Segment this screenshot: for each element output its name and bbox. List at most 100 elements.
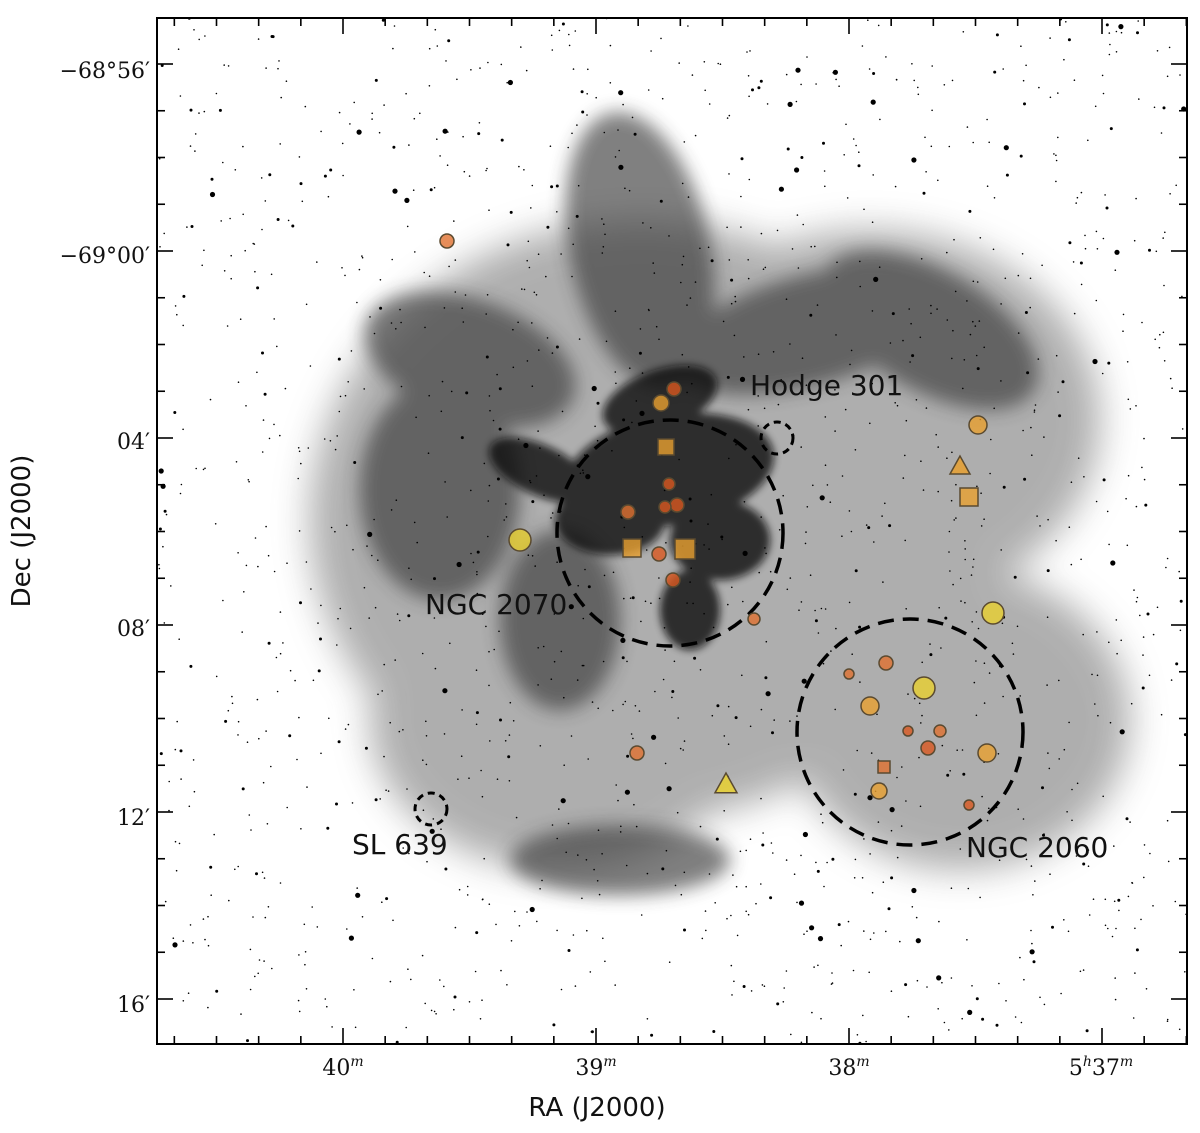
background-star (254, 975, 256, 978)
background-star (327, 195, 330, 198)
background-star (234, 169, 237, 171)
background-star (270, 765, 272, 768)
background-star (472, 561, 475, 564)
background-star (772, 351, 775, 353)
background-star (300, 462, 302, 465)
background-star (972, 566, 974, 568)
background-star (356, 887, 359, 889)
background-star (622, 418, 626, 422)
background-star (1023, 102, 1026, 106)
background-star (303, 923, 306, 926)
background-star (1087, 849, 1090, 851)
background-star (453, 995, 457, 999)
background-star (872, 174, 874, 176)
background-star (188, 805, 191, 808)
background-star (1085, 1029, 1089, 1033)
background-star (486, 167, 488, 170)
background-star (1055, 159, 1058, 162)
background-star (835, 627, 837, 630)
background-star (460, 436, 464, 440)
background-star (714, 902, 716, 904)
background-star (920, 460, 922, 463)
background-star (783, 987, 785, 989)
background-star (179, 749, 183, 753)
background-star (734, 716, 738, 720)
background-star (330, 526, 333, 529)
background-star (447, 131, 449, 133)
background-star (475, 711, 479, 715)
background-star (690, 567, 692, 569)
background-star (381, 901, 383, 903)
background-star (609, 44, 612, 47)
background-star (1108, 641, 1110, 644)
background-star (1122, 330, 1124, 333)
background-star (632, 737, 634, 740)
background-star (936, 308, 938, 310)
background-star (172, 937, 175, 939)
background-star (1053, 153, 1055, 155)
background-star (673, 660, 676, 663)
background-star (454, 291, 457, 293)
background-star (363, 388, 366, 390)
background-star (704, 89, 706, 92)
background-star (538, 349, 540, 351)
background-star (398, 730, 401, 733)
background-star (911, 906, 914, 908)
background-star (479, 1018, 482, 1020)
background-star (757, 425, 759, 427)
background-star (350, 350, 353, 352)
background-star (848, 510, 851, 512)
background-star (911, 887, 917, 894)
background-star (650, 1033, 654, 1037)
x-axis-title: RA (J2000) (528, 1093, 665, 1123)
background-star (442, 688, 448, 694)
background-star (935, 433, 937, 436)
background-star (493, 648, 496, 651)
background-star (530, 207, 532, 209)
background-star (938, 606, 940, 609)
background-star (353, 989, 355, 991)
background-star (806, 506, 809, 508)
background-star (392, 188, 398, 194)
background-star (896, 856, 899, 859)
background-star (1034, 404, 1037, 406)
background-star (975, 611, 978, 613)
background-star (979, 237, 982, 239)
background-star (689, 581, 691, 583)
background-star (339, 395, 342, 398)
background-star (920, 258, 923, 260)
background-star (419, 112, 421, 115)
background-star (1115, 927, 1117, 930)
background-star (873, 541, 875, 543)
background-star (175, 869, 178, 872)
background-star (596, 880, 599, 882)
background-star (263, 877, 266, 879)
background-star (859, 681, 861, 683)
background-star (1047, 752, 1049, 754)
background-star (377, 559, 379, 561)
background-star (461, 709, 463, 711)
background-star (981, 1017, 985, 1021)
background-star (817, 936, 824, 942)
background-star (902, 477, 905, 479)
background-star (529, 906, 535, 913)
star-marker-triangle (713, 771, 739, 794)
background-star (424, 326, 426, 329)
background-star (618, 90, 624, 96)
background-star (814, 619, 818, 623)
background-star (193, 790, 196, 793)
background-star (727, 705, 730, 708)
background-star (432, 818, 435, 820)
background-star (1143, 437, 1145, 440)
background-star (699, 825, 702, 828)
background-star (1083, 476, 1085, 478)
background-star (1127, 895, 1130, 898)
background-star (641, 536, 644, 538)
background-star (489, 740, 491, 742)
background-star (426, 860, 428, 863)
background-star (442, 128, 448, 134)
background-star (528, 266, 531, 269)
nebula-core (489, 365, 774, 650)
background-star (777, 403, 780, 406)
background-star (1148, 674, 1151, 677)
